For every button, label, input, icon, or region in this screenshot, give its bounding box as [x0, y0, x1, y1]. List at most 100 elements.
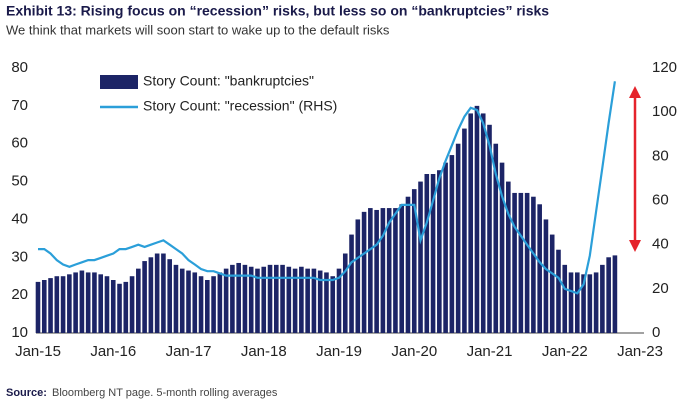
y2-tick-label: 20 [652, 280, 669, 297]
bar [512, 192, 517, 333]
bar [129, 276, 135, 333]
bar [468, 113, 473, 333]
y2-tick-label: 100 [652, 103, 677, 120]
y2-tick-label: 120 [652, 59, 677, 76]
bar [537, 204, 542, 333]
bar [79, 270, 85, 333]
bar [330, 276, 336, 333]
bar [136, 268, 141, 333]
bar [167, 259, 172, 333]
legend-swatch [100, 75, 138, 89]
bar [336, 268, 342, 333]
bar [349, 234, 354, 333]
bar [361, 211, 367, 333]
bar [230, 264, 235, 333]
bar [248, 266, 254, 333]
y-tick-label: 20 [11, 286, 28, 303]
bar [593, 272, 599, 333]
bar [487, 124, 492, 334]
bar [110, 280, 116, 333]
legend-label: Story Count: "bankruptcies" [143, 73, 314, 89]
bar [242, 264, 248, 333]
source-text: Bloomberg NT page. 5-month rolling avera… [52, 387, 278, 399]
bar [518, 192, 524, 333]
bar [399, 204, 405, 333]
y-tick-label: 70 [11, 97, 28, 114]
chart-title: Exhibit 13: Rising focus on “recession” … [6, 3, 549, 19]
bar [48, 278, 53, 333]
y-tick-label: 40 [11, 210, 28, 227]
y-tick-label: 10 [11, 324, 28, 341]
bar [424, 174, 430, 333]
bar [35, 281, 41, 333]
bar [123, 281, 129, 333]
y2-tick-label: 60 [652, 191, 669, 208]
x-tick-label: Jan-23 [617, 343, 663, 360]
bar [148, 257, 154, 333]
source-label: Source: [6, 387, 47, 399]
bar [173, 264, 179, 333]
bar [41, 280, 47, 333]
bar [474, 105, 480, 333]
x-tick-label: Jan-21 [467, 343, 513, 360]
bar [142, 261, 147, 333]
bar [205, 280, 210, 333]
bar [449, 155, 455, 333]
bar [267, 264, 273, 333]
bar [104, 276, 110, 333]
bar [280, 264, 285, 333]
bar [443, 162, 448, 333]
bar [179, 268, 185, 333]
bar [186, 270, 191, 333]
bar [117, 283, 122, 333]
bar [437, 170, 442, 333]
bar [324, 272, 329, 333]
bar [430, 174, 436, 333]
line [38, 81, 616, 295]
bar [568, 272, 574, 333]
bar [480, 113, 486, 333]
bar [393, 208, 398, 333]
bar [462, 128, 467, 333]
legend-label: Story Count: "recession" (RHS) [143, 98, 337, 114]
annotation-arrow [629, 86, 641, 252]
bar [198, 276, 204, 333]
x-tick-label: Jan-17 [166, 343, 212, 360]
y2-tick-label: 0 [652, 324, 660, 341]
x-tick-label: Jan-20 [391, 343, 437, 360]
bar [299, 266, 304, 333]
bar [261, 266, 267, 333]
bar [85, 272, 91, 333]
bar [405, 196, 411, 333]
bar [524, 192, 530, 333]
bar [600, 264, 605, 333]
x-tick-label: Jan-18 [241, 343, 287, 360]
bar [386, 208, 392, 333]
x-tick-label: Jan-22 [542, 343, 588, 360]
bar [531, 196, 536, 333]
y-tick-label: 30 [11, 248, 28, 265]
bar [574, 272, 580, 333]
y-tick-label: 60 [11, 135, 28, 152]
x-tick-label: Jan-15 [15, 343, 61, 360]
bar [342, 253, 348, 333]
bar [161, 253, 166, 333]
bar [223, 268, 229, 333]
bar [305, 268, 310, 333]
bar [499, 162, 505, 333]
bar [368, 208, 373, 333]
bar [355, 219, 361, 333]
bar [98, 274, 104, 333]
bar [581, 274, 586, 333]
chart-subtitle: We think that markets will soon start to… [6, 22, 390, 37]
bar [317, 270, 323, 333]
bar [286, 266, 292, 333]
bar [562, 264, 568, 333]
bar [543, 219, 549, 333]
bar [217, 272, 223, 333]
x-tick-label: Jan-19 [316, 343, 362, 360]
y-tick-label: 80 [11, 59, 28, 76]
bar [92, 272, 97, 333]
bar [236, 262, 241, 333]
